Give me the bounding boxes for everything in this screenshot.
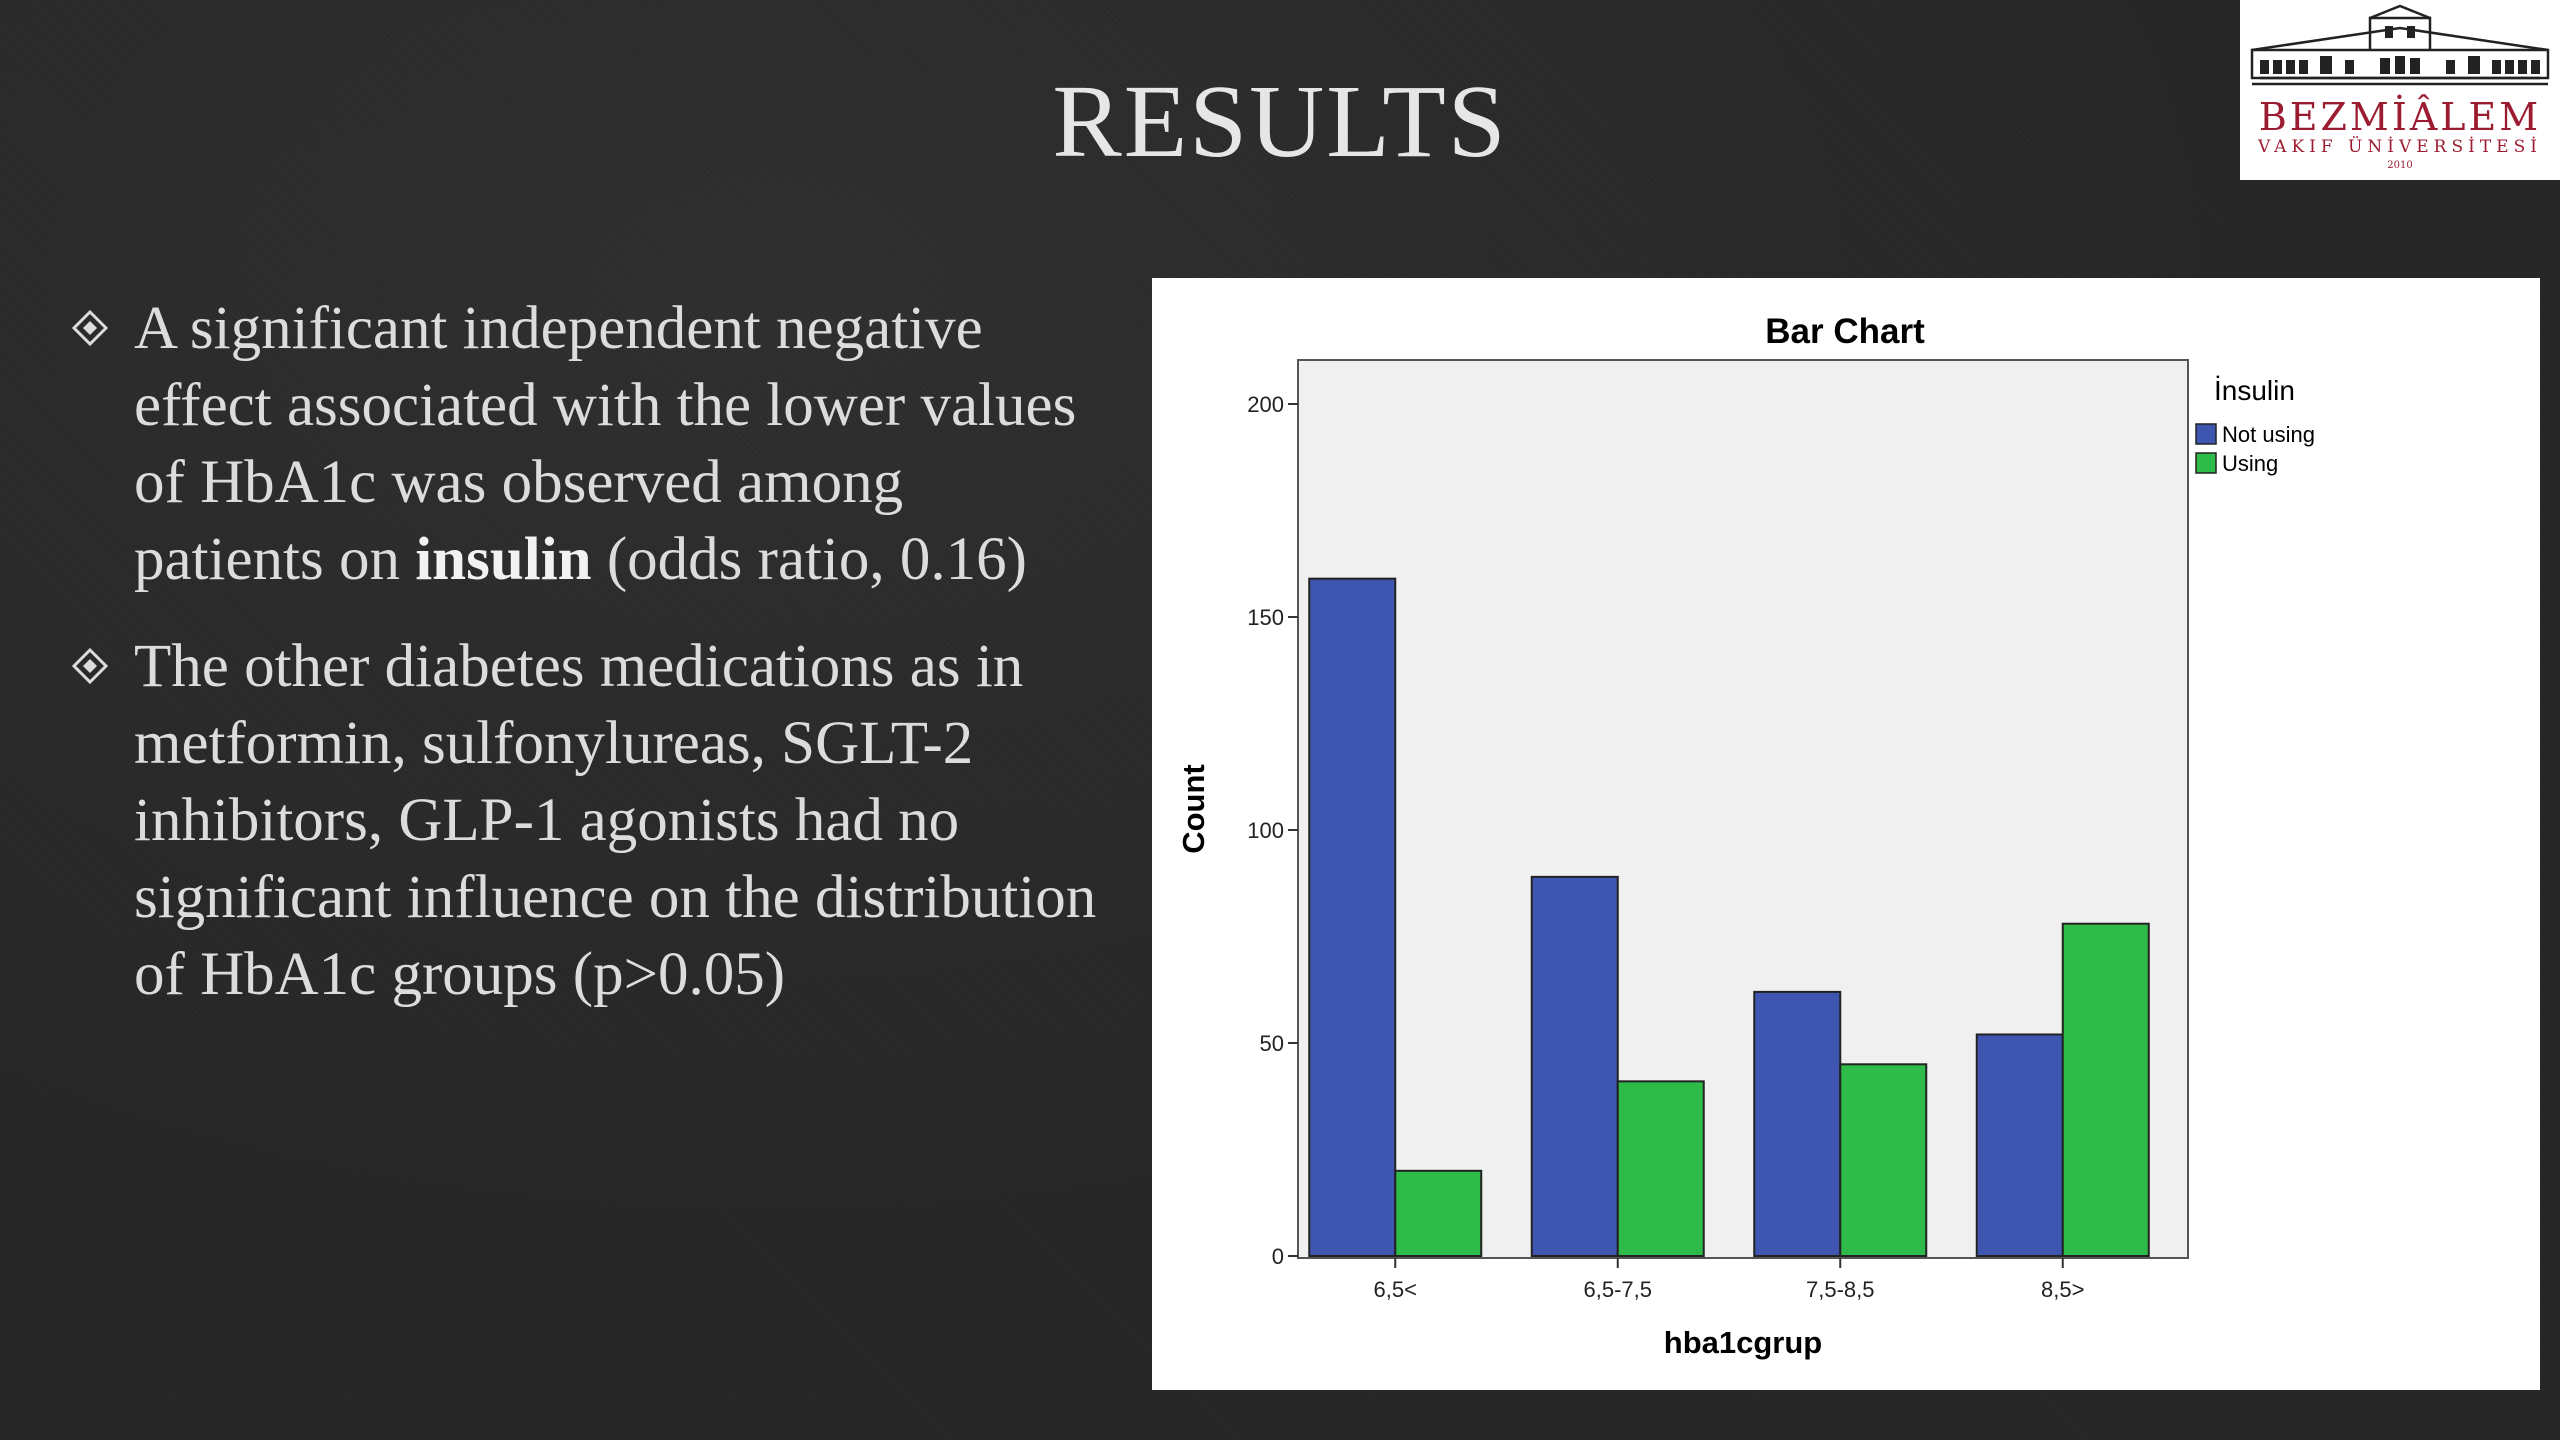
legend: İnsulin Not using Using — [2195, 375, 2315, 476]
legend-label: Not using — [2222, 422, 2315, 447]
slide-title: RESULTS — [1052, 64, 1508, 179]
y-axis-label: Count — [1176, 764, 1211, 854]
bullet-1-text-after: (odds ratio, 0.16) — [591, 526, 1027, 593]
bar-not-using — [1530, 875, 1619, 1257]
x-axis-label: hba1cgrup — [1664, 1325, 1822, 1360]
logo-name: BEZMİÂLEM — [2259, 95, 2541, 139]
bullet-1-bold: insulin — [415, 526, 592, 593]
bar-not-using — [1308, 577, 1397, 1258]
bar-not-using — [1975, 1033, 2064, 1257]
logo-year: 2010 — [2387, 160, 2412, 171]
bar-using — [1616, 1080, 1705, 1258]
x-tick-label: 6,5-7,5 — [1584, 1277, 1653, 1302]
bar-using — [1394, 1169, 1483, 1257]
y-tick-label: 200 — [1247, 392, 1284, 417]
logo-subtitle: VAKIF ÜNİVERSİTESİ — [2257, 136, 2542, 157]
bullet-2-text: The other diabetes medications as in met… — [134, 633, 1097, 1008]
legend-title: İnsulin — [2214, 375, 2295, 406]
bar-not-using — [1753, 990, 1842, 1257]
y-tick-label: 50 — [1260, 1031, 1284, 1056]
bars — [1308, 577, 2150, 1258]
bullet-item-1: A significant independent negative effec… — [70, 290, 1100, 598]
y-tick-label: 100 — [1247, 818, 1284, 843]
x-axis: 6,5< 6,5-7,5 7,5-8,5 8,5> — [1374, 1258, 2084, 1302]
x-tick-label: 7,5-8,5 — [1806, 1277, 1875, 1302]
y-tick-label: 0 — [1272, 1244, 1284, 1269]
chart-title: Bar Chart — [1765, 312, 1925, 351]
legend-label: Using — [2222, 451, 2278, 476]
bar-chart: Bar Chart 0 50 100 150 200 6,5< 6,5-7,5 7,5-8,… — [1176, 312, 2315, 1360]
bullet-list: A significant independent negative effec… — [70, 290, 1100, 1043]
y-tick-label: 150 — [1247, 605, 1284, 630]
x-tick-label: 6,5< — [1374, 1277, 1417, 1302]
diamond-bullet-icon — [71, 647, 109, 685]
chart-panel: Bar Chart 0 50 100 150 200 6,5< 6,5-7,5 7,5-8,… — [1152, 278, 2540, 1390]
bar-using — [1839, 1063, 1928, 1257]
x-tick-label: 8,5> — [2041, 1277, 2084, 1302]
bar-using — [2061, 922, 2150, 1257]
building-logo-icon: BEZMİÂLEM VAKIF ÜNİVERSİTESİ 2010 — [2250, 4, 2550, 171]
bullet-1-text: A significant independent negative effec… — [134, 295, 1077, 593]
university-logo: BEZMİÂLEM VAKIF ÜNİVERSİTESİ 2010 — [2240, 0, 2560, 180]
legend-swatch — [2195, 452, 2217, 474]
y-axis: 0 50 100 150 200 — [1247, 392, 1298, 1269]
bullet-item-2: The other diabetes medications as in met… — [70, 628, 1100, 1013]
diamond-bullet-icon — [71, 309, 109, 347]
legend-swatch — [2195, 423, 2217, 445]
